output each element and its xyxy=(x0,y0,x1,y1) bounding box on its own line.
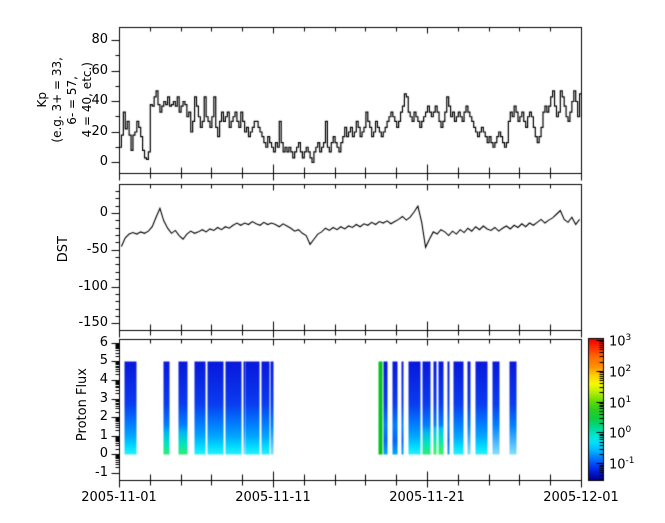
kp-ytick-label: 0 xyxy=(99,154,108,169)
dst-ytick-label: 0 xyxy=(99,205,108,220)
dst-ytick-label: -150 xyxy=(78,315,108,330)
colorbar-tick-label: 101 xyxy=(609,395,632,412)
kp-axis-label-line2: (e.g. 3+ = 33, xyxy=(50,57,64,143)
colorbar-tick-label: 103 xyxy=(609,333,632,350)
colorbar-tick-label: 10-1 xyxy=(609,456,635,473)
proton-ytick-label: 2 xyxy=(99,409,108,424)
kp-ytick-label: 20 xyxy=(91,124,108,139)
proton-ytick-label: 6 xyxy=(99,335,108,350)
colorbar-tick-label: 102 xyxy=(609,364,632,381)
kp-axis-label-line1: Kp xyxy=(35,92,49,108)
proton-ytick-label: 4 xyxy=(99,372,108,387)
kp-ytick-label: 60 xyxy=(91,63,108,78)
dst-ytick-label: -50 xyxy=(86,242,108,257)
proton-ytick-label: 3 xyxy=(99,391,108,406)
proton-ytick-label: 0 xyxy=(99,446,108,461)
date-tick-label: 2005-11-01 xyxy=(81,490,157,505)
date-tick-label: 2005-12-01 xyxy=(543,490,619,505)
proton-ytick-label: 5 xyxy=(99,353,108,368)
kp-ytick-label: 80 xyxy=(91,32,108,47)
proton-ytick-label: -1 xyxy=(95,465,108,480)
proton-ytick-label: 1 xyxy=(99,428,108,443)
date-tick-label: 2005-11-11 xyxy=(235,490,311,505)
kp-ytick-label: 40 xyxy=(91,93,108,108)
date-tick-label: 2005-11-21 xyxy=(389,490,465,505)
colorbar-tick-label: 100 xyxy=(609,425,632,442)
dst-ytick-label: -100 xyxy=(78,279,108,294)
